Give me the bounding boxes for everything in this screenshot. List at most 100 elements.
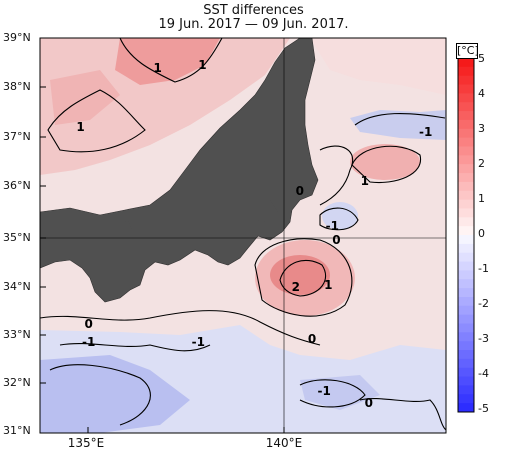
axis-ticks: [40, 37, 285, 434]
contour-value-label: 1: [198, 58, 207, 73]
lat-label-38n: 38°N: [3, 80, 31, 93]
contour-line: [359, 398, 446, 431]
contour-value-label: -1: [325, 218, 339, 233]
contour-line: [59, 343, 211, 352]
lat-label-33n: 33°N: [3, 328, 31, 341]
colorbar-segment: [458, 190, 474, 201]
cool-patch-south: [300, 375, 380, 410]
colorbar-segment: [458, 394, 474, 404]
colorbar-segment: [458, 376, 474, 386]
colorbar-segment: [458, 385, 474, 395]
colorbar-segment: [458, 217, 474, 227]
warm-region-northeast: [310, 38, 446, 95]
contour-line: [354, 113, 446, 126]
colorbar-segment: [458, 403, 474, 413]
lat-label-37n: 37°N: [3, 130, 31, 143]
colorbar-unit: [°C]: [456, 43, 479, 59]
lat-label-36n: 36°N: [3, 179, 31, 192]
colorbar-tick: -5: [478, 402, 489, 415]
contour-value-label: 1: [153, 60, 162, 75]
contour-line: [40, 310, 321, 346]
colorbar-segment: [458, 279, 474, 289]
colorbar-segment: [458, 181, 474, 192]
contour-value-label: 0: [364, 396, 374, 411]
colorbar-tick: 2: [478, 157, 485, 170]
colorbar-segment: [458, 119, 474, 130]
lat-label-34n: 34°N: [3, 280, 31, 293]
colorbar-tick: 3: [478, 122, 485, 135]
colorbar-segment: [458, 341, 474, 351]
colorbar-segment: [458, 243, 474, 254]
colorbar-segment: [458, 137, 474, 147]
contour-line: [47, 89, 146, 153]
chart-title: SST differences: [203, 3, 304, 18]
colorbar-segment: [458, 128, 474, 139]
colorbar-segment: [458, 296, 474, 307]
warm-eddy-core: [270, 255, 330, 295]
contour-value-label: -1: [82, 334, 96, 349]
colorbar: [458, 58, 474, 413]
colorbar-segment: [458, 58, 474, 68]
contour-value-label: 0: [307, 332, 317, 347]
contour-line: [319, 207, 359, 231]
colorbar-segment: [458, 146, 474, 156]
colorbar-tick: 5: [478, 52, 485, 65]
colorbar-segment: [458, 84, 474, 94]
colorbar-segment: [458, 350, 474, 360]
colorbar-segment: [458, 235, 474, 245]
colorbar-segment: [458, 164, 474, 174]
colorbar-segment: [458, 155, 474, 165]
colorbar-segment: [458, 261, 474, 271]
contour-value-label: -1: [191, 334, 205, 349]
colorbar-segment: [458, 173, 474, 183]
contour-value-label: -1: [419, 124, 433, 139]
colorbar-segment: [458, 111, 474, 121]
colorbar-tick: 4: [478, 87, 485, 100]
colorbar-tick: 0: [478, 227, 485, 240]
contour-line: [254, 238, 353, 317]
colorbar-segment: [458, 332, 474, 342]
colorbar-segment: [458, 93, 474, 103]
colorbar-tick: -2: [478, 297, 489, 310]
colorbar-segment: [458, 358, 474, 369]
contour-value-label: 0: [84, 317, 93, 332]
chart-subtitle: 19 Jun. 2017 — 09 Jun. 2017.: [158, 17, 349, 32]
contour-value-label: 1: [76, 119, 85, 134]
colorbar-tick: 1: [478, 192, 485, 205]
warm-eddy-east: [350, 144, 420, 180]
colorbar-segment: [458, 66, 474, 77]
colorbar-segment: [458, 102, 474, 112]
warm-core-north: [115, 38, 220, 85]
contour-line: [279, 260, 327, 297]
colorbar-segment: [458, 314, 474, 324]
cool-band-east: [350, 110, 446, 140]
colorbar-segment: [458, 208, 474, 218]
lon-label-135e: 135°E: [67, 436, 105, 450]
contour-value-label: -1: [317, 384, 331, 399]
lon-label-140e: 140°E: [265, 436, 303, 450]
contour-value-label: 1: [324, 277, 333, 292]
contour-value-label: 0: [332, 233, 341, 248]
colorbar-segment: [458, 75, 474, 86]
colorbar-segment: [458, 252, 474, 263]
plot-frame: [39, 37, 447, 434]
colorbar-tick: -3: [478, 332, 489, 345]
colorbar-segment: [458, 305, 474, 316]
colorbar-segment: [458, 199, 474, 209]
cool-core-southwest: [40, 355, 190, 433]
colorbar-tick: -1: [478, 262, 489, 275]
contour-value-label: 2: [291, 280, 300, 295]
lat-label-35n: 35°N: [3, 231, 31, 244]
warm-region-japan-sea: [40, 38, 290, 175]
contour-line: [351, 145, 421, 184]
contour-line: [299, 379, 366, 408]
lat-label-32n: 32°N: [3, 376, 31, 389]
lat-label-39n: 39°N: [3, 31, 31, 44]
lat-label-31n: 31°N: [3, 424, 31, 437]
colorbar-segment: [458, 367, 474, 378]
colorbar-segment: [458, 288, 474, 298]
colorbar-tick: -4: [478, 367, 489, 380]
contour-line: [49, 364, 151, 426]
